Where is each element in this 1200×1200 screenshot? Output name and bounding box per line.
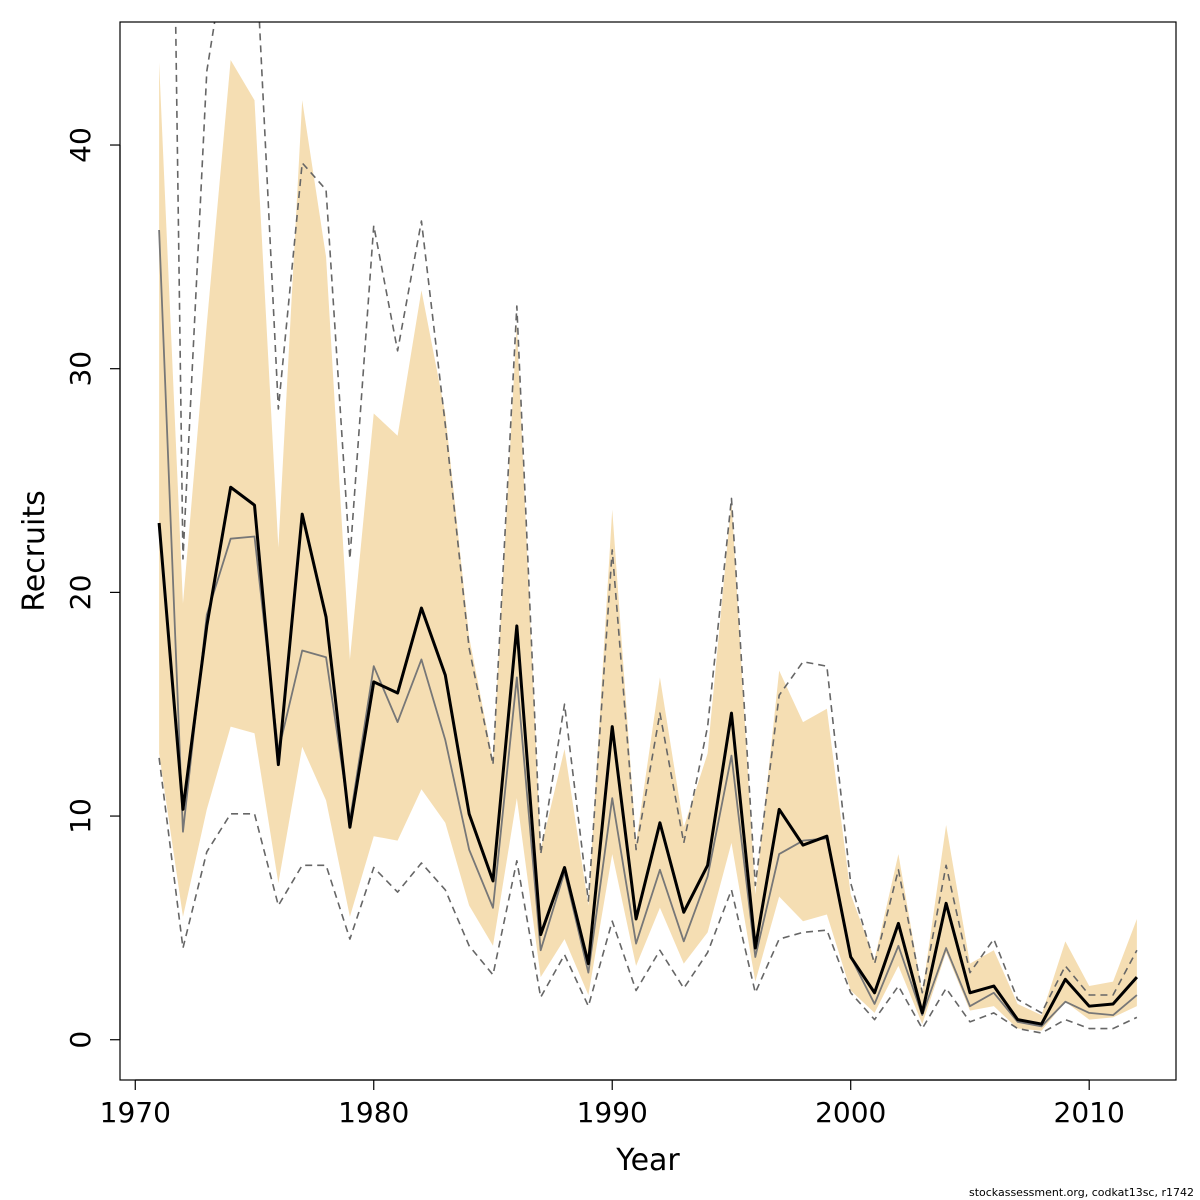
x-tick-label: 2000 [815, 1096, 886, 1129]
plot-area [157, 22, 1139, 1034]
dashed-line [174, 22, 1138, 1014]
y-tick-label: 40 [64, 127, 97, 163]
y-tick-label: 20 [64, 575, 97, 611]
y-tick-label: 10 [64, 798, 97, 834]
confidence-band [159, 60, 1137, 1031]
series-line [157, 485, 1139, 1026]
x-tick-label: 1980 [338, 1096, 409, 1129]
dashed-line [158, 757, 1138, 1034]
x-tick-label: 1990 [577, 1096, 648, 1129]
y-axis-title: Recruits [17, 490, 52, 612]
series-line [158, 229, 1138, 1028]
y-tick-label: 30 [64, 351, 97, 387]
x-axis-title: Year [615, 1143, 680, 1178]
x-tick-label: 1970 [100, 1096, 171, 1129]
x-tick-label: 2010 [1054, 1096, 1125, 1129]
y-tick-label: 0 [64, 1031, 97, 1049]
footnote: stockassessment.org, codkat13sc, r1742 [969, 1186, 1194, 1199]
